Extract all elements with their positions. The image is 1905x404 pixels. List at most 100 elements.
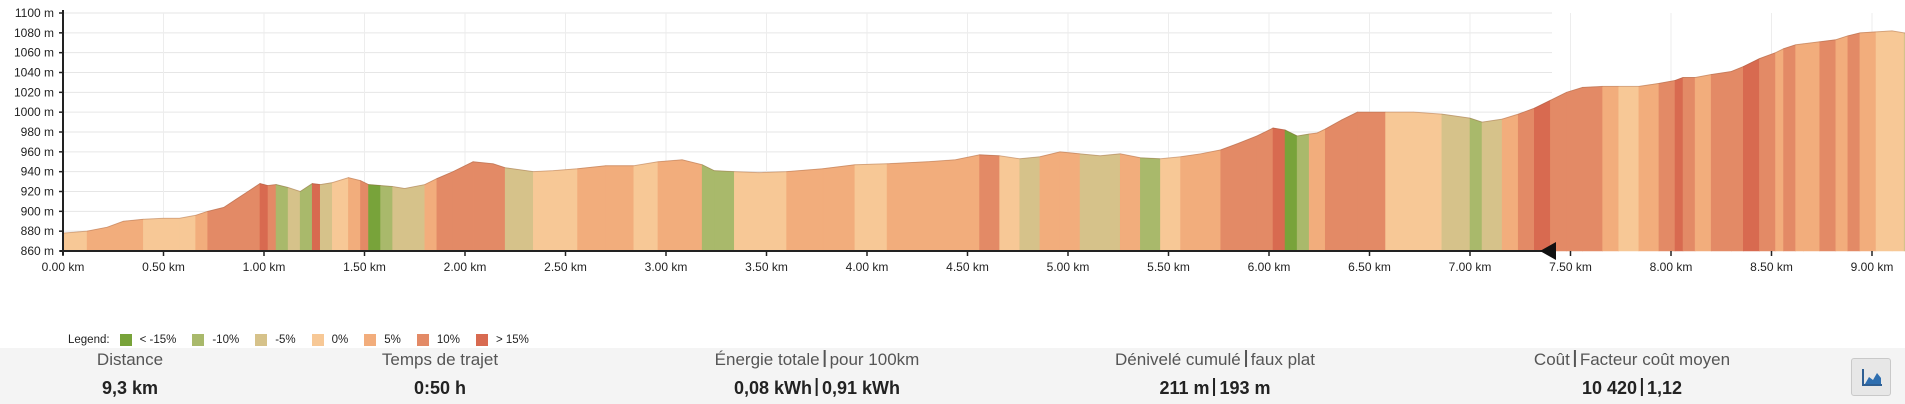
legend-swatch	[311, 334, 324, 346]
elevation-segment	[657, 159, 683, 252]
elevation-segment	[1413, 111, 1443, 252]
legend-item-minus-10: -10%	[192, 334, 239, 346]
elevation-segment	[1759, 52, 1776, 252]
elevation-segment	[1272, 127, 1286, 252]
y-tick-label: 960 m	[21, 145, 54, 159]
elevation-segment	[360, 180, 369, 252]
elevation-segment	[822, 164, 856, 252]
stat-label-b: Facteur coût moyen	[1579, 350, 1731, 369]
elevation-segment	[1835, 35, 1849, 252]
x-tick-label: 5.00 km	[1047, 260, 1090, 274]
elevation-segment	[195, 210, 209, 252]
elevation-segment	[368, 184, 381, 252]
y-tick-label: 1080 m	[14, 26, 54, 40]
elevation-segment	[452, 161, 474, 252]
area-chart-icon	[1862, 369, 1882, 386]
stat-value-b: 193 m	[1219, 378, 1271, 398]
legend-label: 5%	[384, 334, 401, 346]
stat-cost: Coût Facteur coût moyen 10 420 1,12	[1534, 348, 1730, 399]
separator	[1641, 378, 1644, 396]
stat-label-b: pour 100km	[829, 350, 920, 369]
legend-item-lt-15: < -15%	[119, 334, 176, 346]
elevation-profile-line	[62, 30, 1905, 234]
legend-swatch	[119, 334, 132, 346]
elevation-segment	[1220, 143, 1238, 252]
stat-label: Énergie totale pour 100km	[715, 350, 920, 370]
elevation-segment	[1638, 83, 1660, 252]
stat-value: 0:50 h	[413, 378, 467, 398]
elevation-segment	[1710, 71, 1732, 252]
elevation-segment	[533, 170, 554, 252]
elevation-chart-svg[interactable]: 860 m 880 m 900 m 920 m 940 m 960 m 980 m 1000 …	[0, 0, 1905, 332]
elevation-segment	[62, 230, 88, 252]
elevation-segment	[1200, 149, 1222, 252]
stat-energy: Énergie totale pour 100km 0,08 kWh 0,91 kW…	[715, 348, 920, 399]
y-tick-label: 1000 m	[14, 105, 54, 119]
x-tick-label: 0.00 km	[42, 260, 85, 274]
legend-label: > 15%	[495, 334, 529, 346]
legend-item-0: 0%	[311, 334, 348, 346]
legend-label: -5%	[275, 334, 296, 346]
x-tick-label: 2.00 km	[444, 260, 487, 274]
elevation-segment	[1819, 39, 1837, 252]
elevation-segment	[1099, 153, 1121, 252]
elevation-segment	[681, 159, 703, 252]
legend-swatch	[192, 334, 205, 346]
elevation-segment	[1618, 86, 1640, 252]
elevation-segment	[504, 167, 534, 252]
elevation-segment	[633, 161, 659, 252]
elevation-segment	[311, 183, 321, 252]
elevation-segment	[1674, 77, 1684, 252]
elevation-segment	[758, 171, 787, 252]
chart-toggle-button[interactable]	[1851, 358, 1891, 396]
elevation-segment	[734, 171, 759, 252]
stat-value-a: 211 m	[1159, 378, 1210, 398]
elevation-segment	[1059, 151, 1081, 252]
x-tick-label: 8.00 km	[1650, 260, 1693, 274]
elevation-segment	[1316, 128, 1326, 252]
elevation-segment	[1256, 127, 1274, 252]
elevation-segment	[1694, 74, 1712, 252]
elevation-segment	[319, 182, 333, 252]
x-tick-label: 3.50 km	[745, 260, 788, 274]
elevation-segment	[1566, 86, 1583, 252]
elevation-segment	[854, 163, 888, 252]
elevation-segment	[235, 190, 249, 252]
separator	[1244, 350, 1247, 367]
legend-swatch	[255, 334, 268, 346]
stat-label: Temps de trajet	[381, 350, 499, 369]
elevation-segment	[492, 163, 506, 252]
legend-item-5: 5%	[364, 334, 401, 346]
elevation-segment	[247, 183, 261, 252]
elevation-segment	[1308, 132, 1318, 252]
x-tick-label: 6.00 km	[1248, 260, 1291, 274]
x-tick-label: 1.00 km	[243, 260, 286, 274]
elevation-segment	[886, 161, 928, 252]
elevation-segment	[1079, 153, 1101, 252]
elevation-segment	[1284, 129, 1298, 252]
elevation-segment	[1743, 58, 1760, 252]
elevation-segment	[1501, 113, 1519, 252]
legend-label: -10%	[212, 334, 240, 346]
stat-value-b: 0,91 kWh	[822, 378, 901, 398]
elevation-segment	[1039, 151, 1061, 252]
x-tick-label: 5.50 km	[1147, 260, 1190, 274]
legend-item-10: 10%	[416, 334, 460, 346]
elevation-segment	[163, 217, 180, 252]
elevation-segment	[472, 161, 494, 252]
elevation-segment	[392, 186, 406, 252]
y-tick-label: 1020 m	[14, 85, 54, 99]
route-summary-bar: Distance 9,3 km Temps de trajet 0:50 h É…	[0, 348, 1905, 404]
x-tick-label: 1.50 km	[343, 260, 386, 274]
elevation-segment	[259, 183, 269, 252]
elevation-segment	[1731, 66, 1744, 252]
elevation-profile-chart[interactable]: 860 m 880 m 900 m 920 m 940 m 960 m 980 m 1000 …	[0, 0, 1905, 345]
stat-duration: Temps de trajet 0:50 h	[382, 348, 498, 399]
elevation-segment	[1019, 156, 1041, 252]
elevation-segment	[332, 177, 349, 252]
y-tick-label: 900 m	[21, 204, 54, 218]
elevation-segment	[577, 165, 607, 252]
elevation-segment	[1160, 156, 1181, 252]
elevation-segment	[1296, 133, 1310, 252]
elevation-segment	[123, 218, 144, 252]
